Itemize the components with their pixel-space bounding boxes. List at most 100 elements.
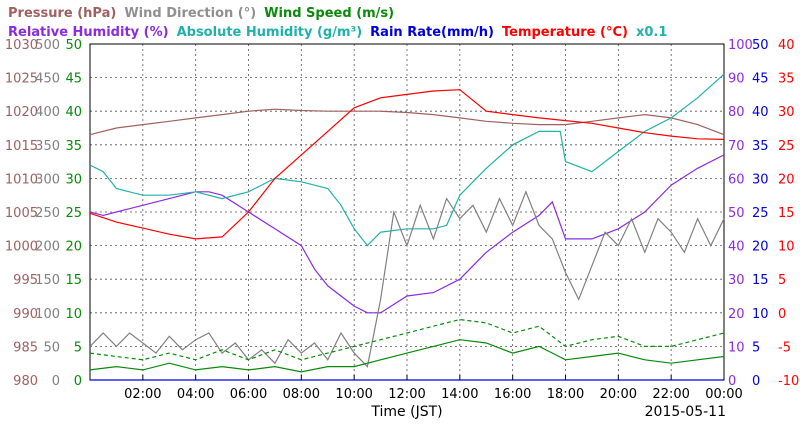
grid	[90, 44, 724, 380]
right-tick-label: 0	[752, 374, 760, 389]
legend-item: Pressure (hPa)	[8, 6, 116, 21]
x-tick-label: 16:00	[494, 387, 531, 402]
series-line	[89, 73, 725, 247]
left-tick-label: 1005	[5, 206, 38, 221]
right-tick-label: 100	[728, 38, 753, 53]
left-tick-label: 45	[65, 72, 82, 87]
x-tick-label: 02:00	[124, 387, 161, 402]
right-tick-label: 60	[728, 172, 745, 187]
legend-item: Wind Direction (°)	[124, 6, 256, 21]
left-tick-label: 5	[74, 340, 82, 355]
left-tick-label: 990	[13, 307, 38, 322]
left-tick-label: 0	[52, 374, 60, 389]
right-tick-label: 5	[752, 340, 760, 355]
x-axis-label: Time (JST)	[370, 404, 442, 420]
right-tick-label: 0	[728, 374, 736, 389]
left-tick-label: 10	[65, 307, 82, 322]
left-tick-label: 50	[43, 340, 60, 355]
right-tick-label: 25	[778, 139, 795, 154]
right-tick-label: 10	[752, 307, 769, 322]
left-tick-label: 450	[35, 72, 60, 87]
left-tick-label: 350	[35, 139, 60, 154]
left-tick-label: 25	[65, 206, 82, 221]
right-tick-label: 15	[778, 206, 795, 221]
right-axes: 1009080706050403020100504540353025201510…	[728, 38, 799, 389]
left-tick-label: 985	[13, 340, 38, 355]
right-tick-label: 50	[728, 206, 745, 221]
left-tick-label: 15	[65, 273, 82, 288]
right-tick-label: 5	[778, 273, 786, 288]
left-tick-label: 1015	[5, 139, 38, 154]
right-tick-label: 20	[752, 240, 769, 255]
right-tick-label: 25	[752, 206, 769, 221]
left-tick-label: 1030	[5, 38, 38, 53]
right-tick-label: 70	[728, 139, 745, 154]
right-tick-label: 80	[728, 105, 745, 120]
right-tick-label: 30	[728, 273, 745, 288]
legend-item: Rain Rate(mm/h)	[370, 25, 494, 40]
left-tick-label: 500	[35, 38, 60, 53]
legend: Pressure (hPa) Wind Direction (°) Wind Spe…	[8, 6, 667, 40]
right-tick-label: 15	[752, 273, 769, 288]
right-tick-label: 10	[728, 340, 745, 355]
x-tick-label: 04:00	[177, 387, 214, 402]
left-tick-label: 40	[65, 105, 82, 120]
left-tick-label: 30	[65, 172, 82, 187]
x-tick-label: 12:00	[388, 387, 425, 402]
left-tick-label: 250	[35, 206, 60, 221]
left-axes: 1030102510201015101010051000995990985980…	[5, 38, 82, 389]
legend-item: Relative Humidity (%)	[8, 25, 169, 40]
right-tick-label: 35	[752, 139, 769, 154]
left-tick-label: 50	[65, 38, 82, 53]
right-tick-label: 10	[778, 240, 795, 255]
left-tick-label: 300	[35, 172, 60, 187]
series-line	[89, 190, 725, 368]
right-tick-label: 40	[752, 105, 769, 120]
series-line	[89, 89, 725, 240]
legend-item: Absolute Humidity (g/m³)	[177, 25, 363, 40]
right-tick-label: 35	[778, 72, 795, 87]
right-tick-label: 45	[752, 72, 769, 87]
right-tick-label: -5	[778, 340, 791, 355]
left-tick-label: 100	[35, 307, 60, 322]
left-tick-label: 0	[74, 374, 82, 389]
legend-item: Temperature (°C)	[502, 25, 628, 40]
right-tick-label: 50	[752, 38, 769, 53]
left-tick-label: 1010	[5, 172, 38, 187]
left-tick-label: 400	[35, 105, 60, 120]
x-tick-label: 00:00	[705, 387, 742, 402]
left-tick-label: 150	[35, 273, 60, 288]
left-tick-label: 995	[13, 273, 38, 288]
x-axis: 02:00 04:00 06:00 08:00 10:00 12:00 14:00 16:00…	[124, 375, 743, 402]
left-tick-label: 1020	[5, 105, 38, 120]
right-tick-label: 20	[778, 172, 795, 187]
x-tick-label: 08:00	[283, 387, 320, 402]
right-tick-label: 30	[752, 172, 769, 187]
right-tick-label: 0	[778, 307, 786, 322]
left-tick-label: 980	[13, 374, 38, 389]
right-tick-label: 30	[778, 105, 795, 120]
series-line	[89, 108, 725, 136]
left-tick-label: 1000	[5, 240, 38, 255]
date-label: 2015-05-11	[645, 404, 726, 420]
legend-item: Wind Speed (m/s)	[264, 6, 394, 21]
x-tick-label: 14:00	[441, 387, 478, 402]
left-tick-label: 1025	[5, 72, 38, 87]
x-tick-label: 06:00	[230, 387, 267, 402]
right-tick-label: 40	[728, 240, 745, 255]
x-tick-label: 22:00	[652, 387, 689, 402]
x-tick-label: 20:00	[600, 387, 637, 402]
right-tick-label: 40	[778, 38, 795, 53]
series-line	[89, 318, 725, 361]
right-tick-label: 20	[728, 307, 745, 322]
left-tick-label: 20	[65, 240, 82, 255]
right-tick-label: -10	[778, 374, 799, 389]
series-line	[89, 339, 725, 373]
left-tick-label: 200	[35, 240, 60, 255]
x-tick-label: 18:00	[547, 387, 584, 402]
left-tick-label: 35	[65, 139, 82, 154]
x-tick-label: 10:00	[335, 387, 372, 402]
legend-item: x0.1	[636, 25, 667, 40]
right-tick-label: 90	[728, 72, 745, 87]
